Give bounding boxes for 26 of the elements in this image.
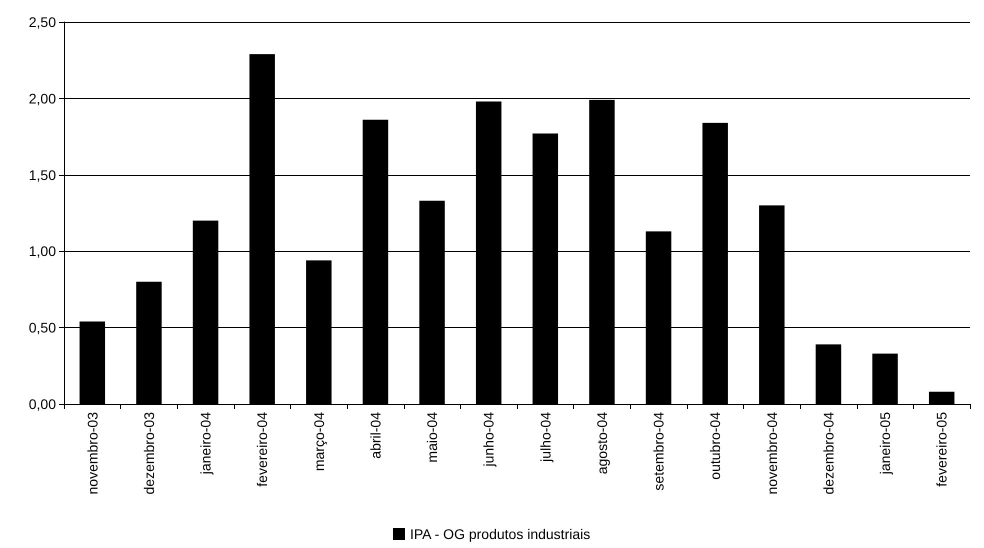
x-tick-label: novembro-04 bbox=[764, 412, 780, 494]
y-tick-label: 0,50 bbox=[28, 320, 56, 336]
x-tick-label: março-04 bbox=[310, 412, 327, 472]
x-tick-label: julho-04 bbox=[537, 412, 554, 463]
y-tick-label: 1,50 bbox=[28, 166, 56, 183]
x-tick-label: setembro-04 bbox=[650, 412, 667, 491]
x-tick-label: novembro-03 bbox=[84, 412, 100, 494]
legend-label: IPA - OG produtos industriais bbox=[410, 526, 590, 542]
x-tick-label: dezembro-04 bbox=[820, 412, 836, 494]
y-tick-label: 0,00 bbox=[28, 396, 56, 412]
x-tick-label: fevereiro-04 bbox=[254, 412, 270, 487]
y-tick-label: 2,00 bbox=[28, 90, 56, 106]
x-tick-label: janeiro-04 bbox=[198, 412, 214, 476]
x-tick-label: outubro-04 bbox=[707, 412, 724, 480]
x-tick-label: janeiro-05 bbox=[877, 412, 894, 476]
bar bbox=[872, 354, 898, 404]
y-tick-label: 2,50 bbox=[28, 14, 56, 30]
x-tick-label: fevereiro-05 bbox=[934, 412, 950, 487]
x-tick-label: agosto-04 bbox=[594, 412, 610, 474]
x-tick-label: maio-04 bbox=[424, 412, 440, 463]
x-tick-label: abril-04 bbox=[367, 412, 384, 459]
bar bbox=[816, 344, 842, 404]
x-tick-label: junho-04 bbox=[480, 412, 497, 468]
bar bbox=[928, 392, 954, 404]
y-tick-label: 1,00 bbox=[28, 243, 56, 260]
x-tick-label: dezembro-03 bbox=[140, 412, 157, 494]
